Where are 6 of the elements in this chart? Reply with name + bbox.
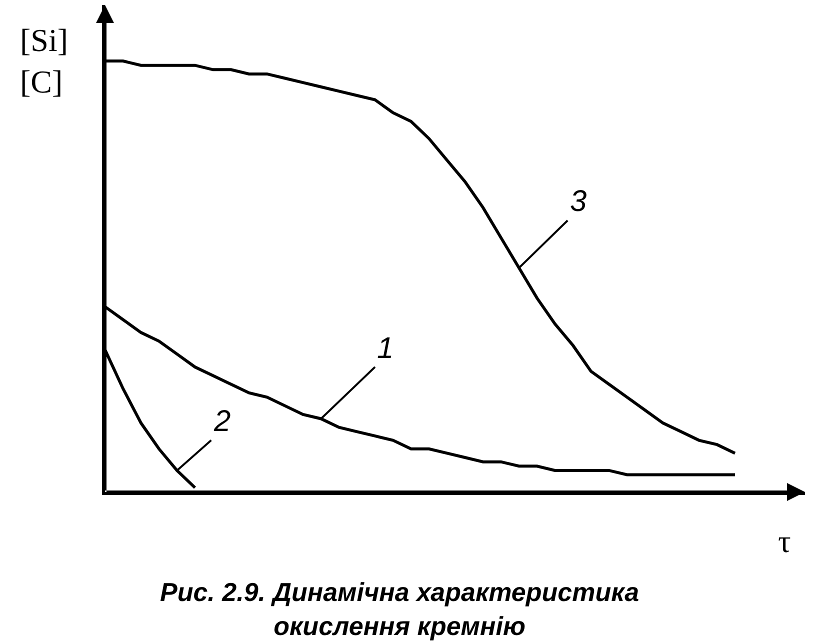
- text: 1: [377, 332, 394, 365]
- text: 3: [570, 185, 587, 218]
- y-axis-title: [Si] [C]: [20, 22, 68, 100]
- series-label: 2: [213, 405, 231, 438]
- text: Рис. 2.9. Динамічна характеристика окислення кремнію: [160, 577, 640, 641]
- x-axis-title: τ: [778, 523, 791, 559]
